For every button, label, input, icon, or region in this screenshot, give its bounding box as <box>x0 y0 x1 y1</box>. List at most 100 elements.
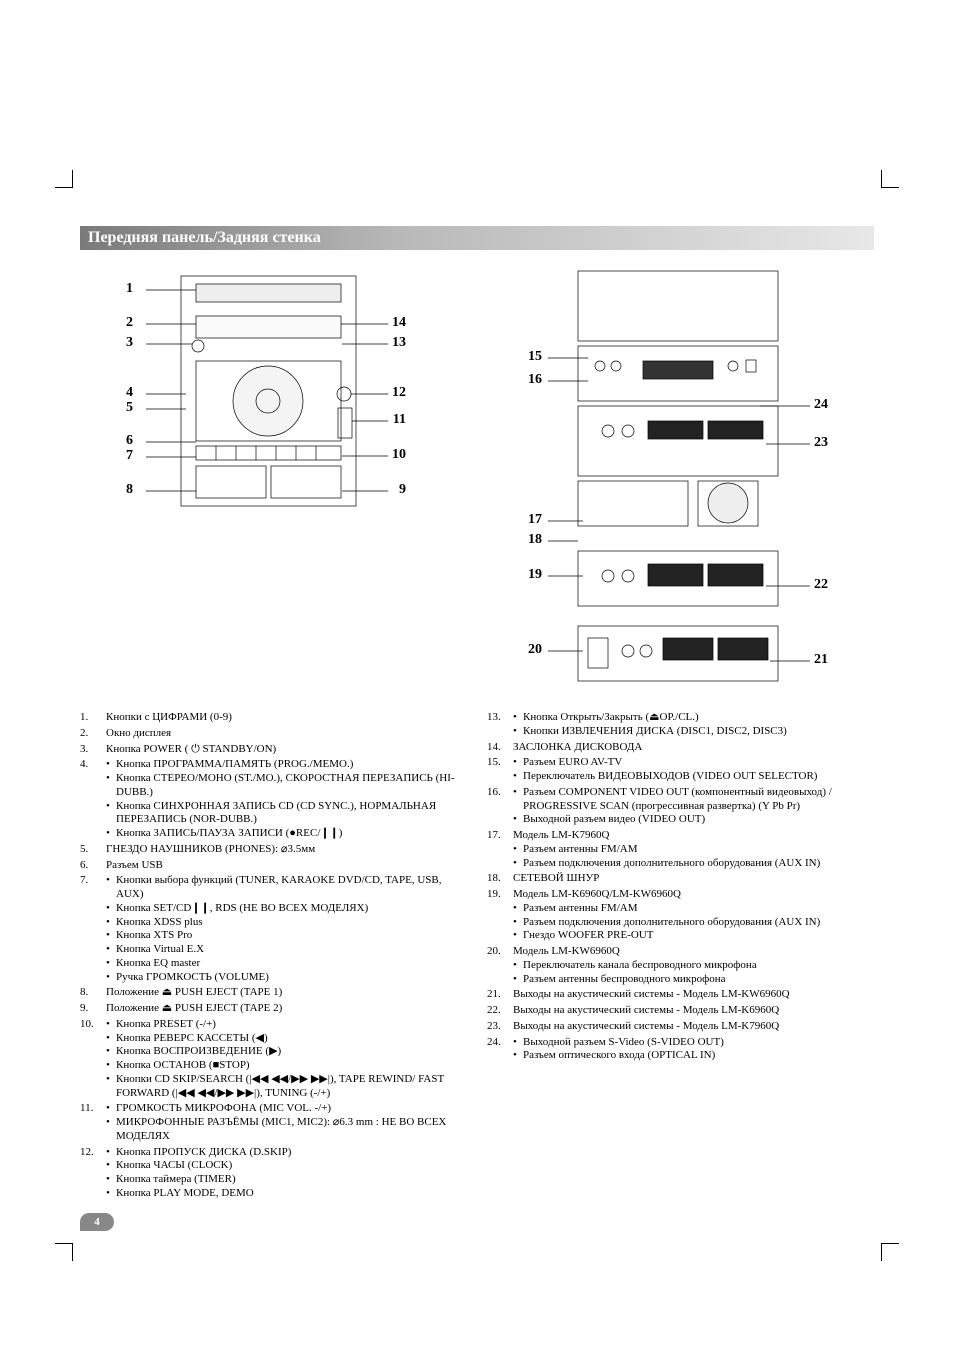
item-number: 1. <box>80 711 106 725</box>
list-item: 20.Модель LM-KW6960QПереключатель канала… <box>487 945 874 986</box>
list-item: 14.ЗАСЛОНКА ДИСКОВОДА <box>487 741 874 755</box>
list-item: 11.ГРОМКОСТЬ МИКРОФОНА (MIC VOL. -/+)МИК… <box>80 1102 467 1143</box>
sub-list: Выходной разъем S-Video (S-VIDEO OUT)Раз… <box>513 1036 874 1064</box>
sub-item: Кнопки CD SKIP/SEARCH (|◀◀ ◀◀/▶▶ ▶▶|), T… <box>106 1073 467 1101</box>
item-number: 23. <box>487 1020 513 1034</box>
callout-number: 4 <box>126 385 133 401</box>
list-item: 15.Разъем EURO AV-TVПереключатель ВИДЕОВ… <box>487 756 874 784</box>
sub-list: Разъем EURO AV-TVПереключатель ВИДЕОВЫХО… <box>513 756 874 784</box>
item-number: 15. <box>487 756 513 784</box>
list-item: 7.Кнопки выбора функций (TUNER, KARAOKE … <box>80 874 467 984</box>
list-item: 16.Разъем COMPONENT VIDEO OUT (компонент… <box>487 786 874 827</box>
sub-item: Кнопка ПРОГРАММА/ПАМЯТЬ (PROG./MEMO.) <box>106 758 467 772</box>
item-body: Выходной разъем S-Video (S-VIDEO OUT)Раз… <box>513 1036 874 1064</box>
sub-list: Кнопки выбора функций (TUNER, KARAOKE DV… <box>106 874 467 984</box>
rear-panel-svg <box>528 266 828 686</box>
diagrams-row: 1234567814131211109 <box>80 266 874 691</box>
sub-item: ГРОМКОСТЬ МИКРОФОНА (MIC VOL. -/+) <box>106 1102 467 1116</box>
list-item: 22.Выходы на акустический системы - Моде… <box>487 1004 874 1018</box>
item-body: Кнопка POWER ( ⏻ STANDBY/ON) <box>106 743 467 757</box>
item-body: Кнопка PRESET (-/+)Кнопка РЕВЕРС КАССЕТЫ… <box>106 1018 467 1101</box>
callout-number: 5 <box>126 400 133 416</box>
sub-item: Кнопка PRESET (-/+) <box>106 1018 467 1032</box>
item-body: Модель LM-K7960QРазъем антенны FM/AMРазъ… <box>513 829 874 870</box>
item-number: 7. <box>80 874 106 984</box>
sub-item: Кнопка РЕВЕРС КАССЕТЫ (◀) <box>106 1032 467 1046</box>
sub-item: Гнездо WOOFER PRE-OUT <box>513 929 874 943</box>
sub-list: Кнопка PRESET (-/+)Кнопка РЕВЕРС КАССЕТЫ… <box>106 1018 467 1101</box>
list-item: 13.Кнопка Открыть/Закрыть (⏏OP./CL.)Кноп… <box>487 711 874 739</box>
list-item: 19.Модель LM-K6960Q/LM-KW6960QРазъем ант… <box>487 888 874 943</box>
callout-number: 16 <box>528 372 542 388</box>
list-item: 24.Выходной разъем S-Video (S-VIDEO OUT)… <box>487 1036 874 1064</box>
item-body: Модель LM-KW6960QПереключатель канала бе… <box>513 945 874 986</box>
sub-item: Кнопка ВОСПРОИЗВЕДЕНИЕ (▶) <box>106 1045 467 1059</box>
sub-item: Кнопка Virtual E.X <box>106 943 467 957</box>
item-number: 22. <box>487 1004 513 1018</box>
sub-item: Кнопка EQ master <box>106 957 467 971</box>
item-body: Положение ⏏ PUSH EJECT (TAPE 2) <box>106 1002 467 1016</box>
item-number: 19. <box>487 888 513 943</box>
description-columns: 1.Кнопки с ЦИФРАМИ (0-9) 2.Окно дисплея 3.… <box>80 711 874 1203</box>
callout-number: 19 <box>528 567 542 583</box>
item-text: ЗАСЛОНКА ДИСКОВОДА <box>513 741 874 755</box>
item-text: Кнопка POWER ( ⏻ STANDBY/ON) <box>106 743 467 757</box>
callout-number: 22 <box>814 577 828 593</box>
sub-item: Кнопка SET/CD❙❙, RDS (НЕ ВО ВСЕХ МОДЕЛЯХ… <box>106 902 467 916</box>
item-text: Выходы на акустический системы - Модель … <box>513 988 874 1002</box>
crop-mark <box>881 1243 899 1261</box>
item-body: СЕТЕВОЙ ШНУР <box>513 872 874 886</box>
item-body: Выходы на акустический системы - Модель … <box>513 1020 874 1034</box>
sub-item: Кнопка ЗАПИСЬ/ПАУЗА ЗАПИСИ (●REC/❙❙) <box>106 827 467 841</box>
item-text: Кнопки с ЦИФРАМИ (0-9) <box>106 711 467 725</box>
sub-item: Кнопка СТЕРЕО/МОНО (ST./MO.), СКОРОСТНАЯ… <box>106 772 467 800</box>
page-number-badge: 4 <box>80 1213 114 1231</box>
sub-item: Кнопка таймера (TIMER) <box>106 1173 467 1187</box>
sub-item: Разъем оптического входа (OPTICAL IN) <box>513 1049 874 1063</box>
item-text: Разъем USB <box>106 859 467 873</box>
callout-number: 8 <box>126 482 133 498</box>
page-content: Передняя панель/Задняя стенка <box>80 226 874 1203</box>
list-item: 3.Кнопка POWER ( ⏻ STANDBY/ON) <box>80 743 467 757</box>
list-item: 2.Окно дисплея <box>80 727 467 741</box>
sub-item: Кнопка Открыть/Закрыть (⏏OP./CL.) <box>513 711 874 725</box>
callout-number: 23 <box>814 435 828 451</box>
item-text: СЕТЕВОЙ ШНУР <box>513 872 874 886</box>
item-lead: Модель LM-K6960Q/LM-KW6960Q <box>513 888 874 902</box>
item-number: 3. <box>80 743 106 757</box>
sub-item: Кнопка СИНХРОННАЯ ЗАПИСЬ CD (CD SYNC.), … <box>106 800 467 828</box>
sub-list: Разъем COMPONENT VIDEO OUT (компонентный… <box>513 786 874 827</box>
item-body: Модель LM-K6960Q/LM-KW6960QРазъем антенн… <box>513 888 874 943</box>
list-item: 23.Выходы на акустический системы - Моде… <box>487 1020 874 1034</box>
item-body: Кнопки с ЦИФРАМИ (0-9) <box>106 711 467 725</box>
callout-number: 11 <box>393 412 406 428</box>
sub-item: Разъем COMPONENT VIDEO OUT (компонентный… <box>513 786 874 814</box>
item-body: Кнопка ПРОПУСК ДИСКА (D.SKIP)Кнопка ЧАСЫ… <box>106 1146 467 1201</box>
list-item: 8.Положение ⏏ PUSH EJECT (TAPE 1) <box>80 986 467 1000</box>
item-number: 2. <box>80 727 106 741</box>
crop-mark <box>55 1243 73 1261</box>
list-item: 6.Разъем USB <box>80 859 467 873</box>
item-body: Положение ⏏ PUSH EJECT (TAPE 1) <box>106 986 467 1000</box>
crop-mark <box>55 170 73 188</box>
sub-list: Кнопка Открыть/Закрыть (⏏OP./CL.)Кнопки … <box>513 711 874 739</box>
sub-list: Кнопка ПРОПУСК ДИСКА (D.SKIP)Кнопка ЧАСЫ… <box>106 1146 467 1201</box>
item-number: 14. <box>487 741 513 755</box>
list-item: 18.СЕТЕВОЙ ШНУР <box>487 872 874 886</box>
item-text: Выходы на акустический системы - Модель … <box>513 1020 874 1034</box>
item-lead: Модель LM-KW6960Q <box>513 945 874 959</box>
item-number: 6. <box>80 859 106 873</box>
item-number: 9. <box>80 1002 106 1016</box>
list-item: 5.ГНЕЗДО НАУШНИКОВ (PHONES): ⌀3.5мм <box>80 843 467 857</box>
sub-item: Разъем подключения дополнительного обору… <box>513 916 874 930</box>
callout-number: 18 <box>528 532 542 548</box>
sub-item: Кнопки ИЗВЛЕЧЕНИЯ ДИСКА (DISC1, DISC2, D… <box>513 725 874 739</box>
item-body: ЗАСЛОНКА ДИСКОВОДА <box>513 741 874 755</box>
sub-item: Разъем антенны беспроводного микрофона <box>513 973 874 987</box>
crop-mark <box>881 170 899 188</box>
list-item: 4.Кнопка ПРОГРАММА/ПАМЯТЬ (PROG./MEMO.)К… <box>80 758 467 841</box>
item-number: 11. <box>80 1102 106 1143</box>
item-number: 4. <box>80 758 106 841</box>
section-heading: Передняя панель/Задняя стенка <box>80 226 874 250</box>
callout-number: 15 <box>528 349 542 365</box>
